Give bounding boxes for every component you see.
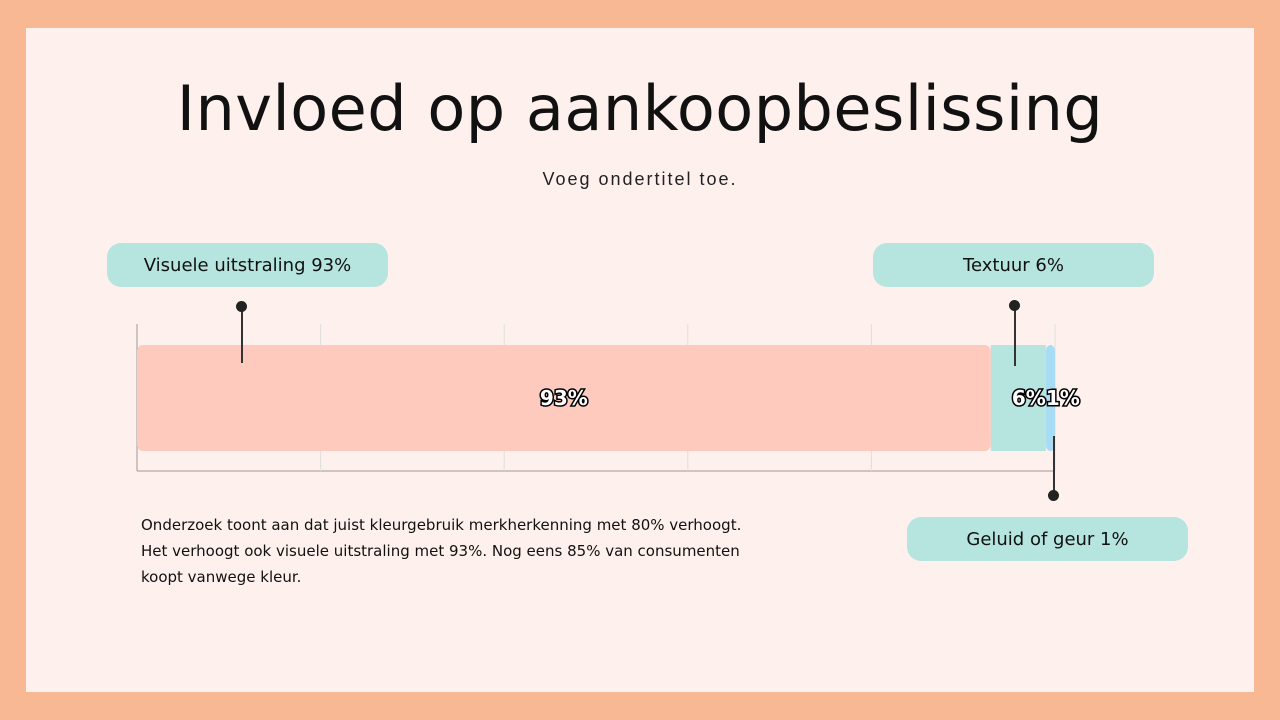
note-line-2: Het verhoogt ook visuele uitstraling met…	[141, 542, 740, 560]
chart-labels: 93% 6% 1%	[538, 385, 1081, 412]
pin-line-visual	[241, 308, 243, 363]
page-subtitle: Voeg ondertitel toe.	[542, 169, 738, 189]
note-line-1: Onderzoek toont aan dat juist kleurgebru…	[141, 516, 742, 534]
bar-segment-2	[990, 345, 1046, 451]
chart-bars	[137, 345, 1055, 451]
pin-line-texture	[1014, 308, 1016, 366]
page-title: Invloed op aankoopbeslissing	[176, 72, 1104, 145]
pin-line-sound	[1053, 436, 1055, 492]
pin-dot-visual	[236, 301, 247, 312]
callout-sound: Geluid of geur 1%	[907, 517, 1188, 561]
bar-label-1: 93%	[540, 386, 588, 410]
bar-segment-1	[137, 345, 991, 451]
bar-label-3: 1%	[1046, 386, 1080, 410]
callout-texture: Textuur 6%	[873, 243, 1154, 287]
callout-visual: Visuele uitstraling 93%	[107, 243, 388, 287]
research-note: Onderzoek toont aan dat juist kleurgebru…	[141, 512, 761, 590]
note-line-3: koopt vanwege kleur.	[141, 568, 302, 586]
pin-dot-texture	[1009, 300, 1020, 311]
bar-label-2: 6%	[1012, 386, 1046, 410]
pin-dot-sound	[1048, 490, 1059, 501]
bar-segment-3	[1045, 345, 1055, 451]
